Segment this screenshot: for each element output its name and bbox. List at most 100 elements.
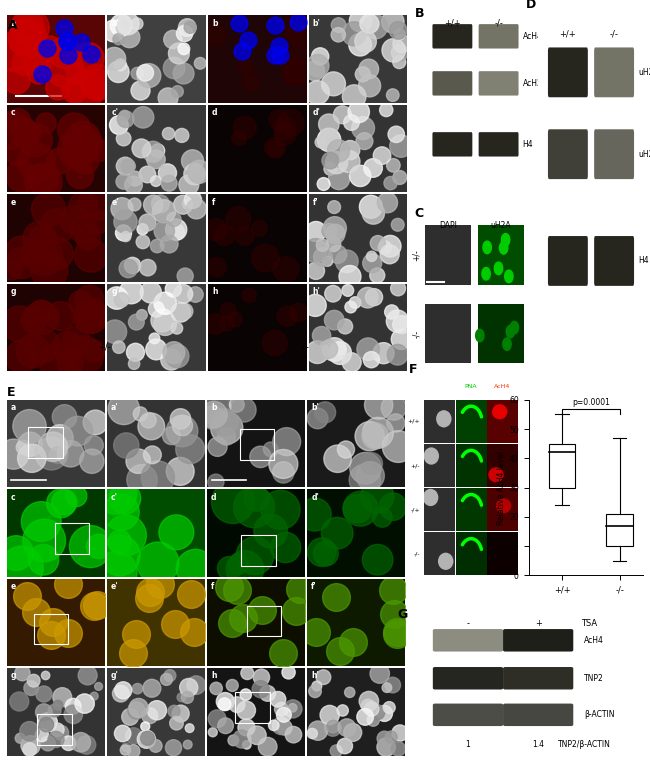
- Point: [142, 732, 153, 745]
- Point: [377, 511, 387, 524]
- Point: [396, 140, 406, 152]
- Point: [281, 436, 292, 448]
- FancyBboxPatch shape: [425, 304, 471, 363]
- Text: g': g': [111, 672, 118, 681]
- Point: [337, 109, 348, 121]
- Point: [62, 49, 73, 62]
- FancyBboxPatch shape: [503, 704, 573, 726]
- FancyBboxPatch shape: [433, 704, 503, 726]
- Point: [129, 358, 139, 370]
- Point: [358, 68, 368, 80]
- Point: [244, 289, 254, 301]
- Point: [315, 50, 326, 62]
- Point: [166, 429, 177, 442]
- Point: [364, 18, 374, 30]
- Point: [325, 163, 335, 175]
- Circle shape: [502, 338, 511, 350]
- Circle shape: [504, 270, 513, 283]
- Point: [227, 679, 237, 692]
- Circle shape: [482, 268, 490, 280]
- Point: [69, 123, 79, 136]
- Point: [280, 541, 291, 554]
- Point: [169, 62, 179, 74]
- Point: [287, 702, 298, 714]
- Point: [363, 695, 374, 707]
- Point: [35, 250, 46, 262]
- Point: [311, 626, 322, 638]
- Point: [263, 687, 273, 699]
- Ellipse shape: [438, 553, 454, 570]
- Point: [133, 702, 144, 714]
- Point: [111, 487, 121, 500]
- Point: [340, 740, 350, 752]
- Point: [33, 67, 44, 79]
- Point: [323, 343, 333, 355]
- Point: [16, 246, 27, 258]
- Point: [387, 306, 397, 318]
- Point: [15, 732, 25, 745]
- Point: [270, 143, 281, 155]
- Point: [293, 306, 304, 318]
- Point: [363, 291, 373, 304]
- Point: [53, 81, 63, 93]
- Point: [352, 503, 363, 515]
- Bar: [55, 524, 90, 554]
- Point: [294, 49, 304, 62]
- Point: [276, 719, 286, 732]
- Point: [280, 122, 290, 134]
- Point: [188, 194, 198, 206]
- Point: [176, 412, 186, 425]
- Point: [233, 558, 244, 571]
- Point: [85, 311, 96, 323]
- Point: [382, 197, 393, 209]
- Point: [86, 455, 97, 467]
- Point: [73, 425, 83, 437]
- Point: [230, 314, 240, 326]
- Text: H4: H4: [523, 140, 534, 149]
- Point: [393, 440, 404, 453]
- Point: [328, 288, 338, 300]
- Point: [116, 19, 126, 32]
- Point: [44, 204, 54, 216]
- Point: [237, 45, 247, 57]
- Point: [38, 706, 49, 719]
- Point: [240, 230, 250, 242]
- Point: [178, 199, 188, 211]
- Point: [386, 731, 396, 743]
- Text: g: g: [10, 287, 16, 296]
- Point: [209, 409, 219, 421]
- Text: TSA: TSA: [580, 619, 597, 628]
- Point: [77, 133, 88, 145]
- Point: [121, 439, 131, 452]
- Point: [330, 227, 341, 240]
- Point: [51, 247, 62, 260]
- Point: [365, 430, 375, 443]
- Point: [388, 159, 398, 171]
- Point: [89, 690, 99, 702]
- Point: [148, 146, 158, 158]
- Point: [168, 742, 179, 754]
- Point: [176, 306, 186, 318]
- Point: [164, 177, 174, 190]
- Point: [63, 737, 73, 749]
- Point: [144, 592, 154, 604]
- Point: [88, 439, 99, 452]
- Point: [374, 668, 385, 680]
- Text: b: b: [212, 19, 217, 28]
- Point: [318, 671, 329, 683]
- Point: [395, 727, 405, 739]
- Point: [194, 166, 205, 178]
- Point: [234, 132, 244, 144]
- Point: [385, 240, 395, 252]
- Text: -/-: -/-: [494, 19, 503, 28]
- FancyBboxPatch shape: [503, 629, 573, 651]
- Point: [138, 236, 148, 248]
- Point: [111, 566, 122, 578]
- Point: [55, 432, 65, 444]
- Point: [129, 198, 140, 210]
- Text: -/-: -/-: [301, 342, 309, 352]
- Point: [24, 725, 34, 737]
- Point: [18, 441, 29, 453]
- Point: [373, 426, 384, 439]
- Text: +: +: [535, 619, 541, 628]
